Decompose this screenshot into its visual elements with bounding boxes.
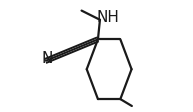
Text: NH: NH	[96, 10, 119, 25]
Text: N: N	[41, 51, 53, 66]
